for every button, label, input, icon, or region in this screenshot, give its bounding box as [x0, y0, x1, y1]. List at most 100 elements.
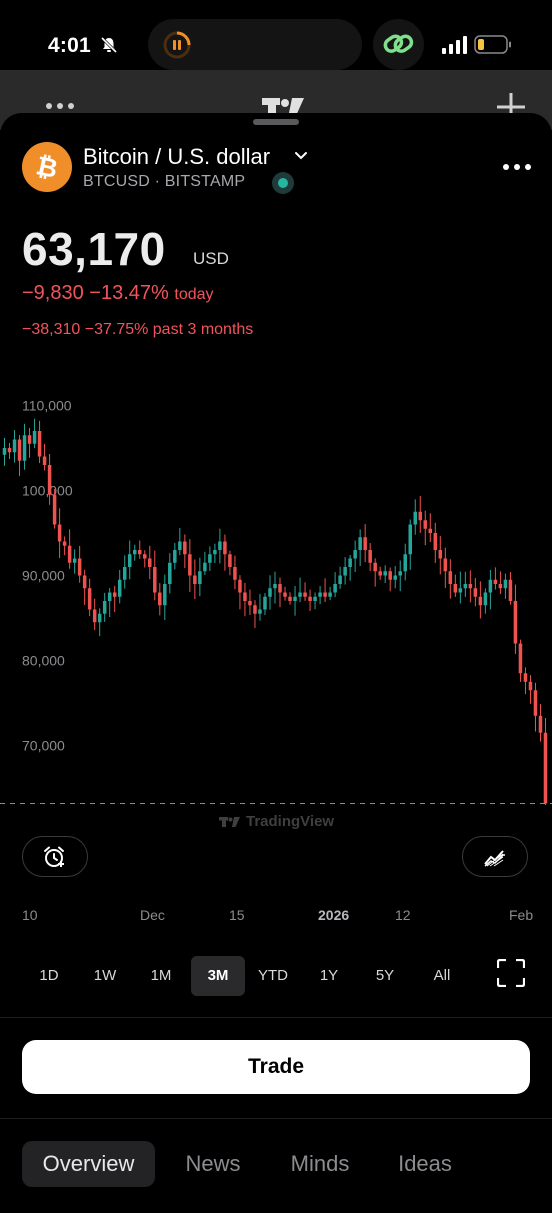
- candle: [518, 639, 523, 682]
- tab-ideas[interactable]: Ideas: [398, 1151, 452, 1176]
- candle: [378, 566, 382, 580]
- candle: [513, 584, 518, 654]
- dynamic-island[interactable]: [148, 19, 362, 70]
- y-tick-label: 110,000: [22, 398, 72, 414]
- tradingview-logo-icon: [219, 816, 240, 827]
- candle: [143, 550, 147, 568]
- y-tick-label: 90,000: [22, 568, 65, 584]
- range-ytd[interactable]: YTD: [258, 967, 288, 984]
- candle: [107, 588, 112, 617]
- candle: [248, 589, 252, 616]
- candle: [343, 557, 347, 585]
- candle: [303, 582, 307, 601]
- candle: [543, 718, 548, 805]
- candle: [323, 578, 327, 603]
- candle: [358, 529, 362, 567]
- candle: [403, 543, 407, 581]
- candle: [278, 577, 282, 608]
- candle: [283, 586, 287, 601]
- more-options-icon[interactable]: [45, 100, 75, 112]
- range-5y[interactable]: 5Y: [375, 967, 395, 984]
- candle: [153, 550, 157, 601]
- candle: [423, 510, 428, 546]
- sheet-grabber[interactable]: [253, 119, 299, 125]
- symbol-more-icon[interactable]: [502, 162, 532, 172]
- range-all[interactable]: All: [433, 967, 451, 984]
- add-icon[interactable]: [496, 92, 526, 122]
- x-tick: Dec: [140, 907, 165, 923]
- candle: [132, 544, 137, 561]
- candle: [12, 430, 17, 463]
- candle: [463, 571, 468, 597]
- candle: [428, 513, 433, 543]
- tab-news[interactable]: News: [185, 1151, 241, 1176]
- candle: [218, 528, 222, 564]
- candle: [453, 574, 458, 597]
- chevron-down-icon[interactable]: [294, 151, 308, 161]
- candle: [127, 540, 132, 580]
- candle: [418, 496, 423, 533]
- candle: [488, 569, 493, 610]
- candle: [52, 488, 57, 529]
- change-today-pct: −13.47%: [89, 282, 169, 304]
- candle: [72, 549, 77, 574]
- candle: [293, 586, 297, 616]
- status-time: 4:01: [48, 34, 91, 57]
- candle: [328, 586, 332, 601]
- candle: [37, 420, 42, 464]
- candle: [368, 542, 372, 572]
- y-tick-label: 100,000: [22, 483, 73, 499]
- candle: [87, 578, 92, 617]
- candle: [92, 598, 97, 631]
- x-tick-year: 2026: [318, 907, 350, 923]
- candle: [77, 545, 82, 583]
- indicators-button[interactable]: [462, 836, 528, 877]
- divider: [0, 1118, 552, 1119]
- price-chart[interactable]: 110,000 100,000 90,000 80,000 70,000: [0, 380, 552, 805]
- add-alert-button[interactable]: [22, 836, 88, 877]
- range-1d[interactable]: 1D: [39, 967, 59, 984]
- candle: [173, 543, 177, 570]
- candle: [308, 589, 312, 612]
- candle: [288, 592, 292, 605]
- range-1m[interactable]: 1M: [150, 967, 172, 984]
- candle: [32, 418, 37, 449]
- candle: [208, 546, 212, 572]
- symbol-title[interactable]: Bitcoin / U.S. dollar: [83, 144, 271, 169]
- tab-overview[interactable]: Overview: [22, 1141, 155, 1187]
- fullscreen-icon[interactable]: [497, 959, 525, 987]
- candle: [178, 527, 182, 556]
- range-1w[interactable]: 1W: [93, 967, 117, 984]
- link-activity-button[interactable]: [373, 19, 424, 70]
- range-3m[interactable]: 3M: [191, 956, 245, 996]
- change-today: −9,830 −13.47% today: [22, 282, 214, 305]
- candle: [47, 453, 52, 505]
- candle: [203, 551, 207, 575]
- watermark-text: TradingView: [246, 813, 335, 830]
- change-today-abs: −9,830: [22, 282, 84, 304]
- candle: [338, 566, 342, 589]
- candle: [353, 540, 357, 572]
- chart-indicator-icon: [484, 850, 505, 867]
- tab-minds[interactable]: Minds: [290, 1151, 350, 1176]
- y-tick-label: 70,000: [22, 738, 65, 754]
- pause-icon[interactable]: [163, 31, 191, 59]
- candle: [228, 550, 232, 576]
- battery-icon: [474, 35, 511, 54]
- candle: [243, 582, 247, 617]
- candle: [122, 555, 127, 589]
- candle: [433, 522, 438, 563]
- range-1y[interactable]: 1Y: [319, 967, 339, 984]
- x-tick: 10: [22, 907, 38, 923]
- candle: [223, 534, 227, 571]
- trade-button[interactable]: Trade: [22, 1040, 530, 1094]
- symbol-sheet: [0, 113, 552, 1213]
- candle: [193, 559, 197, 600]
- candle: [67, 529, 72, 569]
- candle: [333, 572, 337, 598]
- svg-text:₿: ₿: [34, 152, 61, 182]
- candle: [97, 608, 102, 637]
- candle: [508, 572, 513, 605]
- candle: [383, 565, 387, 584]
- candle: [478, 581, 483, 619]
